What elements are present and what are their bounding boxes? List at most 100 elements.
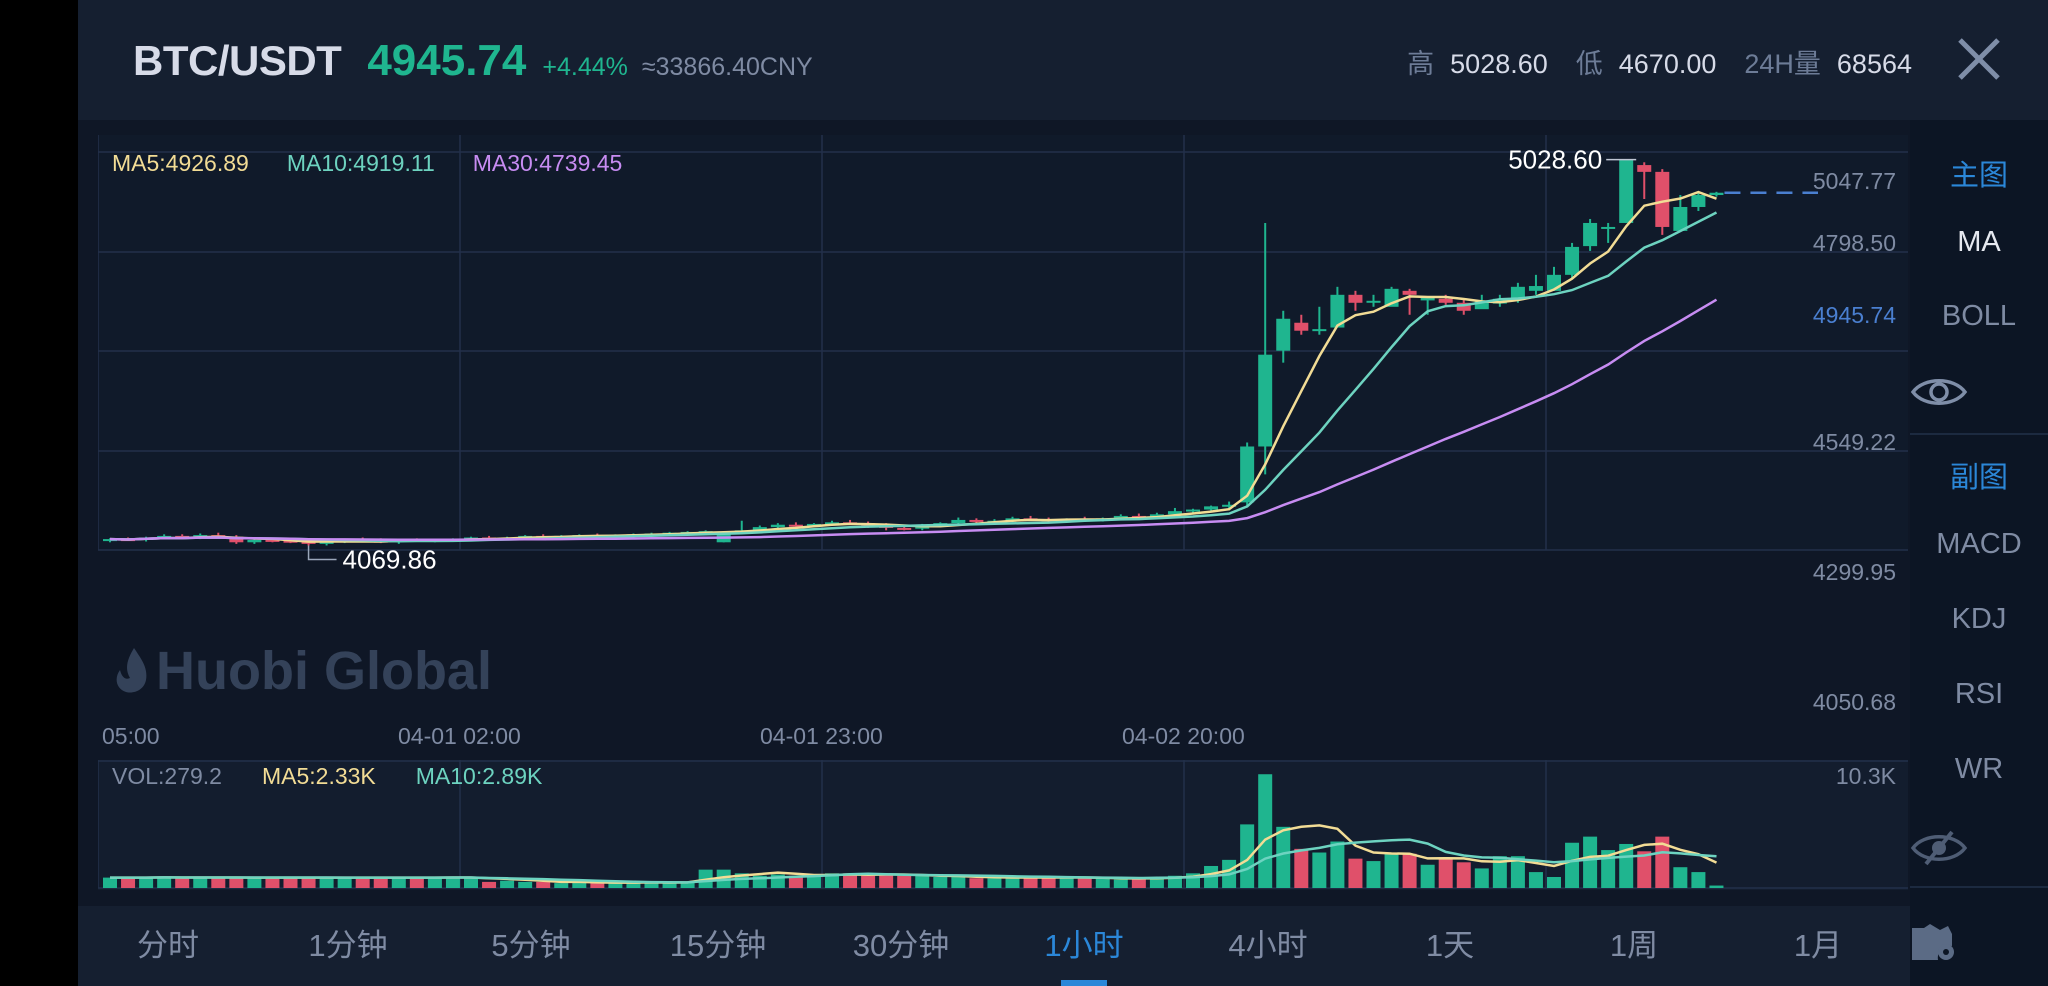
volume-bar <box>1077 878 1092 888</box>
candle-body <box>1691 195 1706 207</box>
candle-body <box>752 527 767 531</box>
candle-body <box>1167 511 1182 515</box>
candle-body <box>1510 286 1525 299</box>
volume-bar <box>1005 876 1020 888</box>
volume-bar <box>1565 842 1580 888</box>
candle-body <box>1655 171 1670 227</box>
candle-body <box>1456 302 1471 311</box>
tab-timeframe[interactable]: 1分钟 <box>308 928 388 963</box>
hide-main-indicator-button[interactable] <box>1910 374 2048 410</box>
indicator-boll[interactable]: BOLL <box>1941 300 2017 332</box>
tab-timeframe[interactable]: 4小时 <box>1228 928 1308 963</box>
tab-timeframe[interactable]: 1小时 <box>1044 928 1124 963</box>
volume-bar <box>536 881 551 888</box>
ma10-legend: MA10:4919.11 <box>286 150 435 176</box>
volume-bar <box>1583 836 1598 888</box>
hide-sub-indicator-button[interactable] <box>1910 828 2048 868</box>
close-icon <box>1958 38 2000 80</box>
volume-bar <box>1547 876 1561 888</box>
sub-chart-header: 副图 <box>1949 462 2008 494</box>
volume-bar <box>788 875 803 888</box>
tab-timeframe[interactable]: 5分钟 <box>491 928 571 963</box>
y-tick-label: 4798.50 <box>1812 230 1896 256</box>
ticker-summary: BTC/USDT 4945.74 +4.44% ≈33866.40CNY <box>133 36 813 86</box>
y-tick-label: 4549.22 <box>1812 429 1896 455</box>
volume-bar <box>157 876 172 888</box>
timeframe-tabs: 分时 1分钟 5分钟 15分钟 30分钟 1小时 4小时 1天 1周 1月 <box>78 906 1910 986</box>
indicator-kdj[interactable]: KDJ <box>1951 603 2007 635</box>
candle-body <box>1276 318 1291 351</box>
chart-settings-button[interactable] <box>1910 920 2048 962</box>
watermark-text: Huobi Global <box>156 641 492 701</box>
candle-body <box>897 527 912 530</box>
volume-bar <box>518 881 533 888</box>
candle-body <box>1113 515 1128 519</box>
candle-body <box>1637 165 1652 172</box>
volume-chart[interactable] <box>98 760 1908 890</box>
indicator-ma[interactable]: MA <box>1957 226 2001 258</box>
volume-bar <box>626 881 641 888</box>
volume-bar <box>933 876 948 888</box>
divider <box>1910 886 2048 888</box>
ticker-stats: 高 5028.60 低 4670.00 24H量 68564 <box>1407 42 1912 81</box>
volume-bar <box>590 883 605 888</box>
volume-bar <box>572 881 587 888</box>
candle-body <box>951 519 966 524</box>
x-tick-label: 04-02 20:00 <box>1122 723 1245 749</box>
volume-bar <box>193 877 208 888</box>
volume-bar <box>355 877 370 888</box>
volume-bar <box>464 877 478 888</box>
volume-bar <box>1709 885 1724 888</box>
volume-bar <box>391 877 406 888</box>
tab-timeframe[interactable]: 30分钟 <box>852 928 950 963</box>
candle-body <box>788 524 803 527</box>
last-price: 4945.74 <box>367 36 527 85</box>
divider <box>1910 433 2048 435</box>
volume-bar <box>1510 856 1525 888</box>
candle-body <box>1312 329 1327 332</box>
max-price-annotation: 5028.60 <box>1508 145 1602 175</box>
tab-timeframe[interactable]: 1天 <box>1425 928 1475 963</box>
volume-bar <box>1456 862 1471 888</box>
candle-body <box>806 523 821 526</box>
candle-body <box>1583 222 1598 247</box>
indicator-wr[interactable]: WR <box>1954 753 2004 785</box>
candle-body <box>1222 504 1237 507</box>
vol-axis-max: 10.3K <box>1835 763 1896 789</box>
volume-bar <box>1294 848 1309 888</box>
tab-timeframe[interactable]: 1月 <box>1793 928 1843 963</box>
close-button[interactable] <box>1954 34 2004 84</box>
volume-bar <box>1276 826 1291 888</box>
min-price-annotation: 4069.86 <box>343 544 437 574</box>
volume-bar <box>427 877 442 888</box>
candle-body <box>265 539 280 542</box>
volume-bar <box>211 877 226 888</box>
indicator-rsi[interactable]: RSI <box>1954 678 2004 710</box>
vol-ma5-legend: MA5:2.33K <box>261 763 376 789</box>
volume-bar <box>644 881 659 888</box>
chart-area[interactable]: 5028.60 4069.86 Huobi Global MA5:4926.89 … <box>78 120 1910 906</box>
volume-bar <box>1691 872 1706 888</box>
current-price-tag: 4945.74 <box>1812 302 1896 328</box>
indicator-macd[interactable]: MACD <box>1936 528 2022 560</box>
candle-body <box>1438 298 1453 303</box>
candlestick-chart[interactable]: 5028.60 4069.86 <box>98 135 1908 719</box>
candle-body <box>770 524 785 528</box>
volume-bar <box>1673 867 1688 888</box>
volume-bar <box>1402 853 1417 888</box>
x-tick-label: 04-01 02:00 <box>398 723 521 749</box>
volume-bar <box>897 875 912 888</box>
volume-bar <box>175 877 190 888</box>
app-root: BTC/USDT 4945.74 +4.44% ≈33866.40CNY 高 5… <box>78 0 2048 986</box>
tab-timeframe[interactable]: 1周 <box>1609 928 1659 963</box>
volume-bar <box>1348 858 1363 888</box>
volume-bar <box>1474 868 1489 888</box>
volume-bar <box>103 877 117 888</box>
vol-legend: VOL:279.2 <box>112 763 222 789</box>
candle-body <box>1294 322 1309 331</box>
tab-timeframe[interactable]: 15分钟 <box>669 928 767 963</box>
change-percent: +4.44% <box>542 53 628 81</box>
tab-timeframe[interactable]: 分时 <box>137 928 199 963</box>
candle-body <box>247 539 262 543</box>
candle-body <box>1186 509 1200 512</box>
